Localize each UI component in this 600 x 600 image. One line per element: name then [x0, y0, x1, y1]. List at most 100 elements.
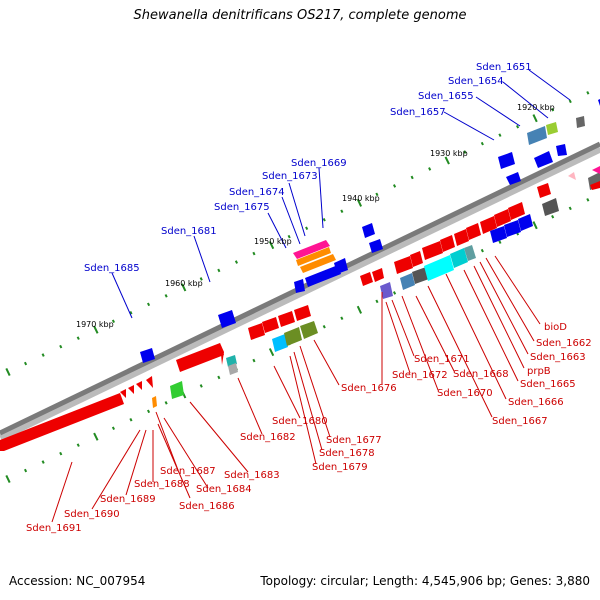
scale-tick — [515, 124, 520, 129]
scale-tick — [93, 432, 99, 441]
scale-tick — [252, 251, 256, 256]
scale-tick — [568, 99, 572, 104]
gene-1667d — [466, 223, 481, 240]
gene-far-right3 — [568, 172, 576, 180]
gene-1675b — [334, 258, 348, 274]
scale-tick — [129, 417, 133, 422]
scale-tick — [59, 344, 63, 349]
gene-label-sden-1663: Sden_1663 — [530, 352, 586, 363]
gene-sden-1680 — [228, 363, 238, 375]
gene-label-sden-1665: Sden_1665 — [520, 379, 576, 390]
gene-sden-1665 — [480, 216, 497, 234]
genome-info-text: Topology: circular; Length: 4,545,906 bp… — [260, 574, 590, 588]
gene-label-sden-1687: Sden_1687 — [160, 466, 216, 477]
gene-label-sden-1678: Sden_1678 — [319, 448, 375, 459]
gene-label-sden-1679: Sden_1679 — [312, 462, 368, 473]
scale-tick — [111, 319, 116, 324]
gene-label-sden-1686: Sden_1686 — [179, 501, 235, 512]
scale-tick — [498, 240, 502, 244]
gene-label-sden-1676: Sden_1676 — [341, 383, 397, 394]
scale-tick — [375, 192, 379, 197]
gene-1667c — [454, 229, 469, 246]
gene-label-sden-1677: Sden_1677 — [326, 435, 382, 446]
scale-tick — [252, 358, 256, 363]
gene-label-sden-1666: Sden_1666 — [508, 397, 564, 408]
scale-tick — [111, 426, 116, 431]
gene-1666c — [464, 245, 476, 261]
scale-tick — [340, 316, 344, 321]
scale-tick — [76, 443, 80, 447]
kbp-label-1940: 1940 kbp — [342, 194, 380, 203]
scale-tick — [76, 336, 80, 340]
gene-sden-1674 — [300, 254, 336, 273]
gene-label-sden-1681: Sden_1681 — [161, 226, 217, 237]
scale-tick — [199, 277, 203, 281]
gene-label-sden-1673: Sden_1673 — [262, 171, 318, 182]
scale-tick — [586, 91, 590, 95]
kbp-label-1920: 1920 kbp — [517, 103, 555, 112]
scale-tick — [217, 268, 221, 273]
scale-tick — [392, 291, 397, 295]
scale-tick — [164, 401, 168, 405]
scale-tick — [181, 283, 187, 292]
scale-tick — [356, 305, 363, 314]
label-connectors — [51, 69, 571, 523]
scale-tick — [410, 175, 414, 180]
gene-label-sden-1674: Sden_1674 — [229, 187, 285, 198]
gene-label-sden-1670: Sden_1670 — [437, 388, 493, 399]
gene-sden-1662 — [518, 214, 533, 231]
gene-sden-1681 — [218, 310, 236, 328]
gene-sden-1679 — [248, 323, 265, 340]
gene-1666b — [450, 248, 468, 268]
gene-1665b — [494, 209, 511, 227]
scale-tick — [444, 156, 450, 165]
kbp-label-1930: 1930 kbp — [430, 149, 468, 158]
gene-label-sden-1668: Sden_1668 — [453, 369, 509, 380]
scale-tick — [268, 241, 275, 250]
outer-scale-ticks — [5, 91, 590, 377]
gene-sden-1683 — [176, 343, 224, 372]
gene-sden-1688 — [136, 381, 142, 390]
scale-tick — [41, 353, 45, 357]
gene-sden-1655 — [534, 151, 553, 168]
scale-tick — [568, 206, 572, 211]
gene-sden-1675 — [305, 265, 341, 287]
scale-tick — [146, 409, 151, 414]
gene-sden-1691 — [0, 393, 124, 451]
gene-sden-1684 — [170, 381, 184, 399]
gene-label-sden-1682: Sden_1682 — [240, 432, 296, 443]
gene-label-sden-1667: Sden_1667 — [492, 416, 548, 427]
gene-sden-1677 — [284, 327, 302, 346]
gene-label-sden-1690: Sden_1690 — [64, 509, 120, 520]
gene-label-sden-1669: Sden_1669 — [291, 158, 347, 169]
reverse-genes — [0, 181, 600, 451]
gene-1679d — [294, 305, 311, 321]
gene-label-sden-1651: Sden_1651 — [476, 62, 532, 73]
gene-1679c — [278, 311, 295, 327]
scale-tick — [375, 299, 379, 304]
scale-tick — [551, 107, 555, 112]
gene-label-sden-1684: Sden_1684 — [196, 484, 252, 495]
gene-1668b — [412, 267, 429, 284]
map-title: Shewanella denitrificans OS217, complete… — [133, 8, 467, 23]
gene-1669b — [369, 239, 383, 253]
scale-tick — [532, 221, 538, 230]
gene-sden-1678 — [272, 334, 288, 352]
gene-sden-1689 — [128, 385, 134, 394]
gene-label-sden-1680: Sden_1680 — [272, 416, 328, 427]
scale-tick — [463, 150, 467, 154]
gene-sden-1663 — [504, 220, 521, 237]
gene-sden-1666 — [424, 255, 454, 281]
gene-sden-1651 — [576, 116, 585, 128]
scale-tick — [322, 324, 326, 329]
gene-far-right2 — [592, 166, 600, 174]
scale-tick — [41, 460, 45, 464]
gene-sden-1685 — [140, 348, 155, 363]
scale-tick — [498, 133, 502, 137]
gene-label-sden-1662: Sden_1662 — [536, 338, 592, 349]
scale-tick — [217, 375, 221, 380]
scale-tick — [480, 141, 484, 146]
scale-tick — [268, 348, 275, 357]
gene-1679b — [262, 317, 279, 333]
